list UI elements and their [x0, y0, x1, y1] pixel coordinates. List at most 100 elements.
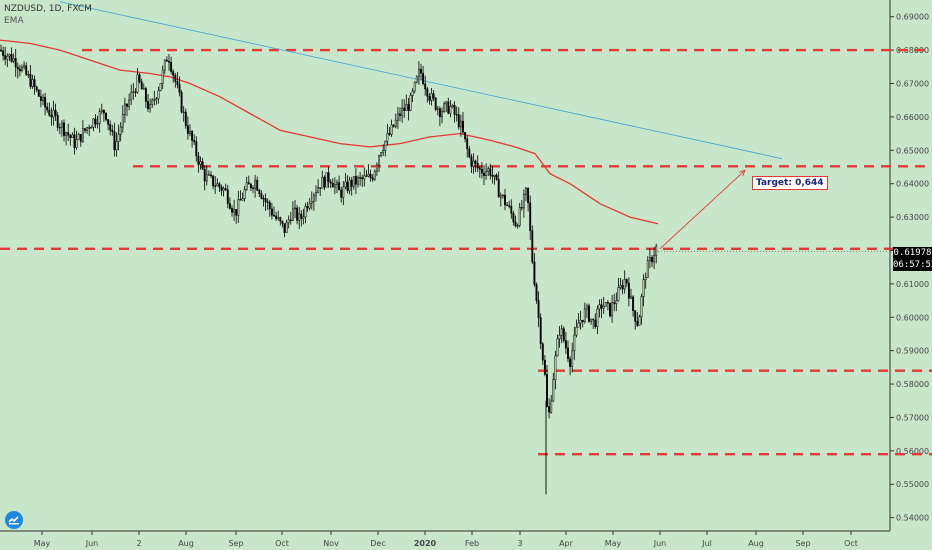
candle-body	[77, 133, 80, 140]
candle-body	[348, 179, 351, 191]
candle-body	[100, 109, 103, 112]
candle	[54, 103, 57, 121]
candle	[405, 94, 408, 111]
candle-body	[254, 179, 257, 189]
candle	[23, 61, 26, 70]
time-tick-label: Aug	[748, 539, 764, 548]
candle-body	[228, 203, 231, 209]
candle	[441, 107, 443, 124]
candle	[634, 310, 637, 330]
candle-body	[298, 213, 301, 221]
target-annotation[interactable]: Target: 0,644	[752, 176, 828, 190]
candle	[378, 154, 380, 172]
time-tick-label: Feb	[465, 539, 479, 548]
symbol-title[interactable]: NZDUSD, 1D, FXCM	[4, 4, 92, 14]
candle-body	[596, 308, 599, 327]
candle	[109, 120, 112, 136]
time-tick-label: 2	[136, 539, 141, 548]
candle	[520, 200, 523, 211]
price-tick-label: 0.55000	[896, 480, 929, 489]
candle-body	[256, 179, 259, 191]
candle	[138, 73, 141, 84]
candle-body	[224, 188, 227, 191]
candle-body	[241, 198, 244, 201]
candle-body	[354, 176, 357, 185]
candle	[459, 114, 462, 137]
candle-body	[407, 104, 410, 111]
candle-body	[56, 115, 59, 128]
candle	[77, 132, 80, 140]
candle-body	[459, 120, 462, 128]
candle	[140, 78, 143, 90]
candle-body	[268, 202, 271, 210]
candle	[304, 202, 307, 224]
candle-body	[296, 207, 299, 221]
candle-body	[554, 355, 557, 381]
candle-body	[4, 55, 7, 60]
candle-body	[325, 172, 328, 188]
time-tick-label: Oct	[844, 539, 858, 548]
candle	[623, 270, 626, 294]
tradingview-logo-icon[interactable]	[5, 511, 23, 529]
candle	[501, 194, 504, 199]
indicator-label[interactable]: EMA	[4, 16, 24, 26]
candle-body	[308, 202, 311, 209]
candle-body	[392, 124, 395, 127]
candle-body	[548, 406, 551, 413]
candle-body	[573, 334, 576, 352]
candle-body	[258, 189, 261, 194]
candle-body	[321, 176, 324, 189]
candle-body	[525, 187, 527, 195]
candle	[531, 225, 534, 265]
candle	[281, 220, 284, 228]
candle	[268, 200, 271, 217]
logo-glyph-icon	[8, 516, 19, 525]
candle-body	[466, 138, 469, 150]
candle	[203, 165, 206, 191]
candle-body	[598, 304, 601, 310]
candle-body	[113, 131, 116, 151]
candle	[312, 192, 315, 211]
candle	[396, 106, 399, 129]
candle	[485, 163, 488, 180]
candle	[350, 176, 353, 196]
candle	[147, 94, 149, 112]
candle	[310, 191, 313, 210]
candle-body	[88, 127, 91, 129]
candle	[189, 124, 191, 137]
candle	[260, 190, 263, 200]
candle	[42, 93, 44, 106]
candle	[352, 176, 355, 190]
price-tick-label: 0.63000	[896, 213, 929, 222]
candle-body	[245, 182, 248, 190]
candle	[426, 86, 429, 103]
price-tick-label: 0.69000	[896, 13, 929, 22]
candle-body	[529, 202, 532, 231]
candle-body	[613, 302, 616, 305]
candle-body	[417, 68, 420, 78]
candle-body	[338, 182, 341, 191]
candle	[273, 206, 275, 218]
candle-body	[8, 54, 11, 57]
candle	[170, 56, 173, 75]
candle	[256, 176, 259, 192]
candle	[50, 107, 53, 126]
candle-body	[380, 152, 383, 157]
candle-body	[153, 99, 156, 101]
candle	[386, 123, 389, 146]
candle	[33, 75, 36, 95]
candle-body	[455, 114, 458, 116]
candle	[117, 124, 120, 151]
candle-body	[149, 104, 152, 110]
candle-body	[577, 322, 580, 328]
candle-body	[73, 134, 76, 148]
candle	[107, 119, 110, 131]
candle	[239, 190, 242, 201]
candle	[367, 164, 370, 178]
candle	[638, 314, 641, 326]
candle-body	[249, 183, 252, 189]
candle	[357, 175, 359, 188]
candle-body	[147, 101, 149, 110]
candle	[294, 199, 296, 219]
